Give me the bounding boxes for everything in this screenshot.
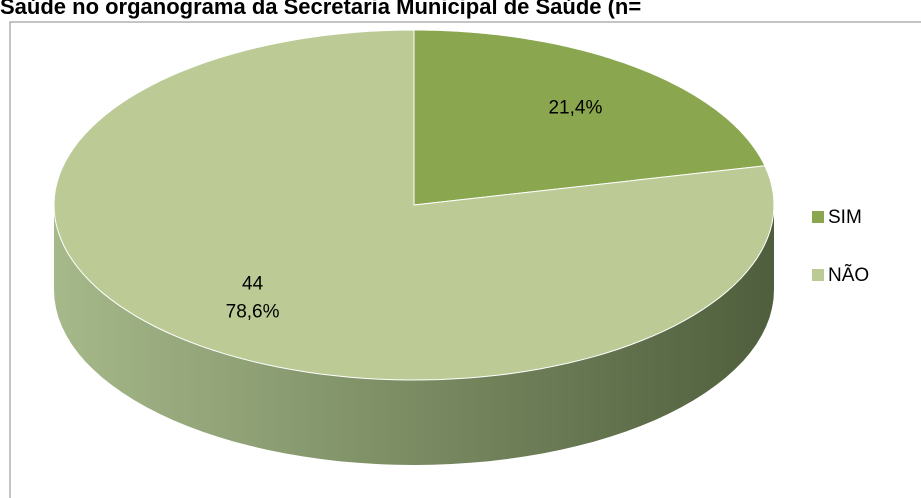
legend: SIM NÃO [812, 207, 869, 286]
slice [413, 29, 766, 206]
count-label: 44 [242, 274, 264, 295]
pie: 21,4% 44 78,6% [53, 29, 775, 465]
legend-label: NÃO [828, 264, 869, 286]
legend-label: SIM [828, 207, 862, 228]
value-label: 78,6% [226, 302, 280, 323]
value-label: 21,4% [548, 97, 602, 118]
chart-title: Saúde no organograma da Secretaria Munic… [0, 0, 641, 19]
legend-swatch [812, 269, 824, 281]
slice [53, 29, 775, 381]
slice-side [54, 205, 774, 465]
legend-swatch [812, 211, 824, 223]
